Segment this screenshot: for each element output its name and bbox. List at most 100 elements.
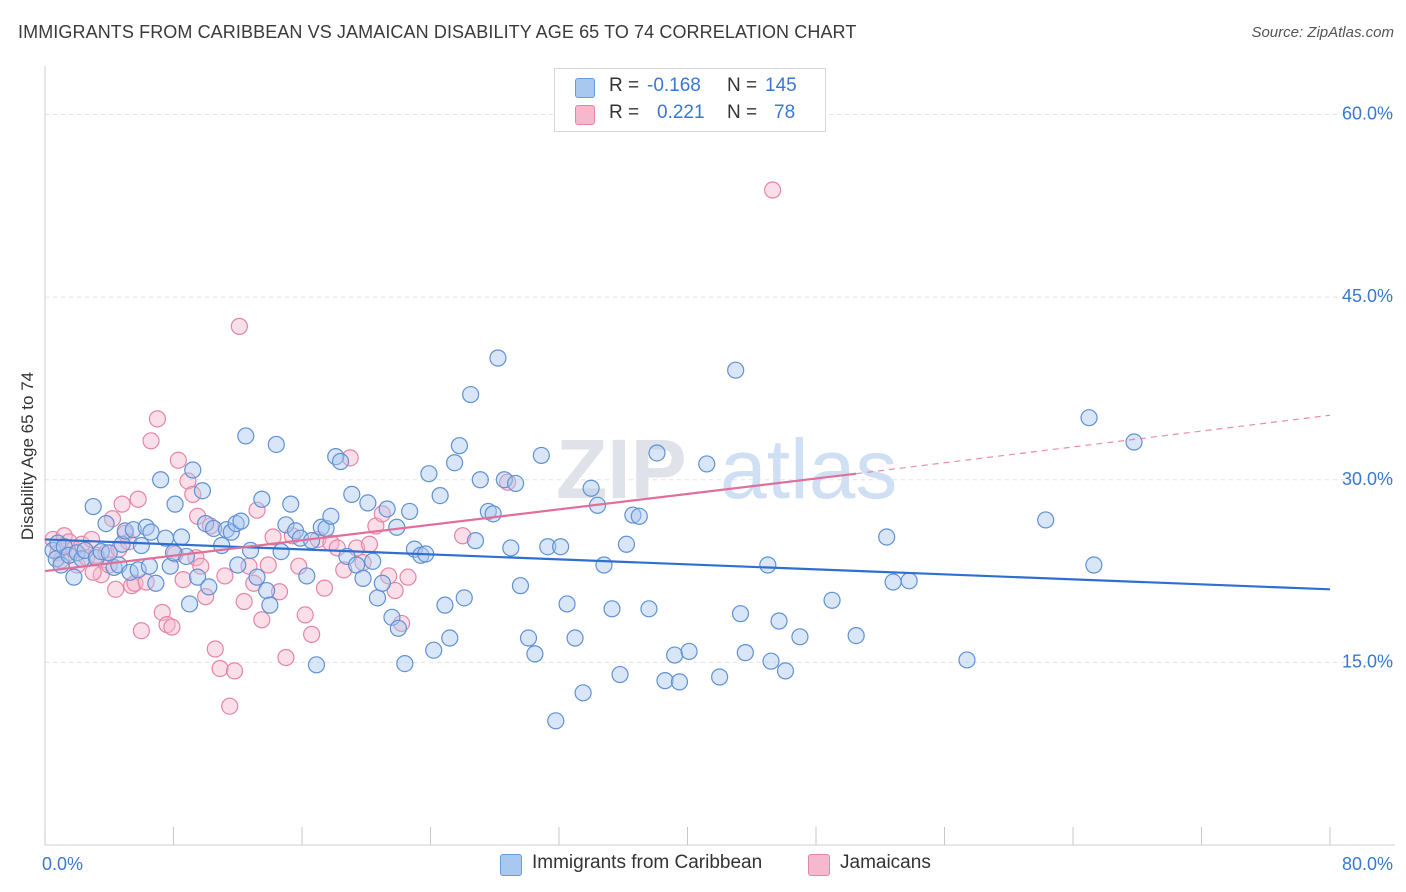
data-point (65, 568, 83, 586)
data-point (762, 652, 780, 670)
y-tick-label: 60.0% (1342, 104, 1393, 124)
y-axis-label: Disability Age 65 to 74 (18, 372, 37, 540)
legend-n-value: 78 (774, 102, 796, 123)
data-point (1037, 511, 1055, 529)
data-point (123, 577, 141, 595)
data-point (630, 507, 648, 525)
data-point (656, 672, 674, 690)
data-point (666, 646, 684, 664)
legend-r-value: -0.168 (647, 75, 701, 96)
data-point (282, 495, 300, 513)
legend-r-value: 0.221 (657, 102, 705, 123)
data-point (197, 514, 215, 533)
data-point (502, 539, 520, 557)
data-point (179, 472, 197, 490)
data-point (364, 552, 382, 570)
data-point (222, 523, 240, 541)
data-point (232, 512, 250, 530)
data-point (172, 528, 191, 546)
data-point (759, 556, 777, 574)
data-point (884, 573, 902, 591)
data-point (158, 616, 176, 634)
tick-labels: 15.0% 30.0% 45.0% 60.0% 0.0% 80.0% (42, 104, 1393, 874)
data-point (401, 502, 419, 521)
data-point (235, 592, 253, 611)
data-point (307, 656, 326, 674)
data-point (169, 451, 187, 469)
data-point (338, 547, 356, 566)
data-point (277, 516, 295, 534)
data-point (163, 618, 181, 636)
data-point (258, 581, 276, 600)
data-point (425, 641, 443, 659)
data-point (277, 648, 295, 667)
data-point (489, 349, 507, 367)
data-point (558, 595, 576, 613)
bottom-legend-swatch-jamaicans (808, 854, 830, 876)
data-point (225, 662, 244, 680)
data-point (107, 580, 125, 598)
data-point (113, 495, 131, 513)
data-point (147, 574, 165, 592)
legend-n-label: N = (727, 102, 758, 123)
data-point (383, 608, 401, 626)
data-point (1080, 409, 1098, 427)
data-point (164, 544, 183, 562)
watermark-zip: ZIP (556, 422, 687, 516)
data-point (389, 619, 407, 637)
data-point (248, 568, 266, 586)
data-point (823, 591, 841, 609)
bottom-legend-swatch-caribbean (500, 854, 522, 876)
data-point (303, 625, 321, 643)
data-point (137, 518, 155, 536)
data-point (711, 668, 729, 686)
data-point (617, 535, 636, 553)
legend-swatch-jamaicans (575, 105, 595, 125)
data-point (97, 514, 115, 533)
data-point (736, 644, 754, 662)
data-point (532, 446, 550, 465)
data-point (958, 651, 976, 669)
data-point (322, 507, 340, 525)
data-point (354, 569, 372, 587)
data-point (1085, 556, 1103, 574)
data-point (603, 600, 621, 618)
data-point (436, 596, 454, 614)
data-point (221, 697, 239, 715)
data-point (878, 528, 896, 546)
legend-n-label: N = (727, 75, 758, 96)
data-point (177, 547, 195, 566)
data-point (113, 535, 131, 553)
data-point (200, 578, 218, 596)
data-point (479, 502, 497, 521)
axes (44, 66, 1395, 846)
legend-r-label: R = (609, 102, 640, 123)
data-point (399, 568, 417, 586)
data-point (206, 640, 224, 658)
bottom-legend-label-caribbean: Immigrants from Caribbean (532, 852, 763, 873)
data-point (253, 611, 271, 629)
data-point (698, 455, 716, 473)
data-point (82, 530, 101, 549)
x-tick-label: 0.0% (42, 854, 83, 874)
data-point (420, 465, 438, 483)
data-point (776, 662, 795, 680)
data-point (216, 567, 234, 585)
data-point (764, 181, 782, 199)
data-point (552, 538, 570, 556)
data-point (431, 486, 449, 505)
y-tick-label: 30.0% (1342, 469, 1393, 489)
data-point (441, 629, 459, 647)
data-point (454, 527, 472, 545)
data-point (511, 577, 530, 595)
data-point (791, 628, 809, 646)
correlation-legend: R = -0.168 N = 145 R = 0.221 N = 78 (554, 68, 826, 132)
data-point (217, 521, 236, 539)
data-point (526, 645, 544, 663)
data-point (539, 538, 557, 556)
data-point (129, 561, 147, 579)
data-point (450, 437, 469, 455)
data-point (566, 629, 584, 647)
trend-line-caribbean (44, 538, 1331, 591)
